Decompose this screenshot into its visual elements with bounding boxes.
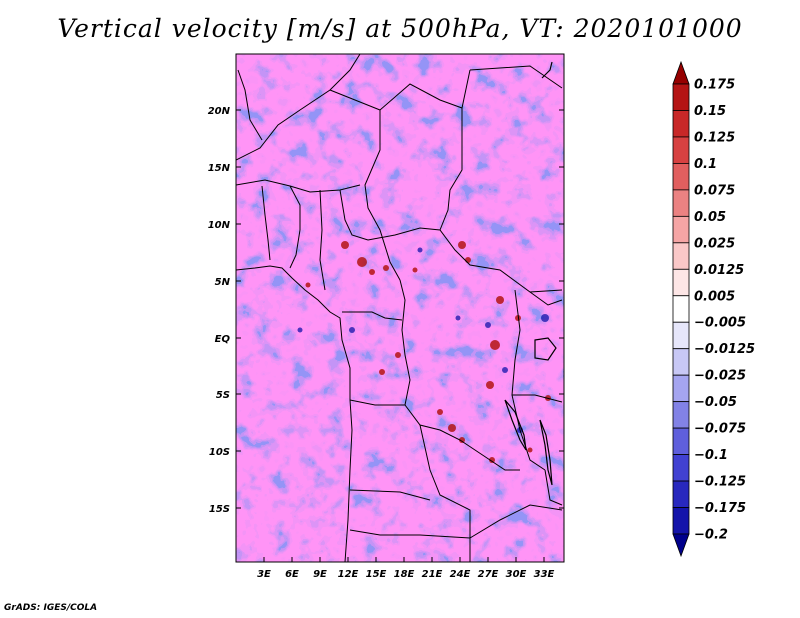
colorbar-segment — [672, 348, 690, 376]
colorbar-label: 0.005 — [694, 289, 735, 304]
colorbar-segment — [672, 215, 690, 244]
colorbar-label: −0.075 — [694, 422, 746, 437]
colorbar-label: 0.025 — [694, 236, 735, 251]
lat-label: 10S — [209, 447, 230, 458]
lon-label: 27E — [478, 569, 499, 580]
colorbar-label: 0.05 — [694, 210, 726, 225]
latitude-axis — [236, 109, 564, 509]
lat-label: 10N — [208, 220, 231, 231]
longitude-labels: 3E 6E 9E 12E 15E 18E 21E 24E 27E 30E 33E — [257, 569, 554, 580]
lat-label: 15S — [209, 504, 230, 515]
map-frame — [235, 53, 565, 563]
latitude-labels: 20N 15N 10N 5N EQ 5S 10S 15S — [208, 106, 231, 515]
lakes — [504, 61, 557, 486]
lat-label: EQ — [215, 334, 231, 345]
lon-label: 33E — [534, 569, 555, 580]
colorbar-label: −0.005 — [694, 316, 746, 331]
credit-text: GrADS: IGES/COLA — [4, 603, 98, 613]
lat-label: 15N — [208, 163, 231, 174]
lat-label: 20N — [208, 106, 231, 117]
colorbar-label: 0.1 — [694, 157, 717, 172]
colorbar-segment — [672, 60, 690, 85]
lon-label: 9E — [313, 569, 327, 580]
lon-label: 3E — [257, 569, 271, 580]
colorbar-segment — [672, 242, 690, 270]
colorbar-segment — [672, 83, 690, 111]
colorbar-label: −0.05 — [694, 395, 737, 410]
colorbar-label: 0.175 — [694, 78, 735, 93]
lon-label: 30E — [506, 569, 527, 580]
colorbar-segment — [672, 374, 690, 403]
colorbar-segment — [672, 268, 690, 297]
colorbar-label: −0.125 — [694, 475, 746, 490]
colorbar-segment — [672, 295, 690, 323]
velocity-field — [236, 54, 564, 562]
colorbar-label: 0.075 — [694, 183, 735, 198]
colorbar-label: −0.1 — [694, 448, 728, 463]
lon-label: 18E — [394, 569, 415, 580]
colorbar-label: −0.175 — [694, 501, 746, 516]
lat-label: 5S — [216, 390, 230, 401]
colorbar-segment — [672, 533, 690, 558]
colorbar-segment — [672, 401, 690, 429]
longitude-axis — [263, 557, 545, 562]
colorbar-segment — [672, 454, 690, 482]
colorbar-segment — [672, 110, 690, 138]
lon-label: 12E — [338, 569, 359, 580]
colorbar-segment — [672, 427, 690, 455]
colorbar-segment — [672, 189, 690, 217]
lon-label: 15E — [366, 569, 387, 580]
colorbar-label: −0.025 — [694, 369, 746, 384]
colorbar-segment — [672, 136, 690, 164]
lon-label: 6E — [285, 569, 299, 580]
map-title: Vertical velocity [m/s] at 500hPa, VT: 2… — [57, 14, 743, 43]
lat-label: 5N — [215, 277, 231, 288]
colorbar: 0.175 0.15 0.125 0.1 0.075 0.05 0.025 0.0125 0.0… — [672, 60, 755, 558]
colorbar-label: −0.0125 — [694, 342, 755, 357]
colorbar-segment — [672, 480, 690, 508]
colorbar-segment — [672, 321, 690, 350]
country-borders — [236, 54, 563, 562]
colorbar-label: −0.2 — [694, 528, 728, 543]
lon-label: 24E — [450, 569, 471, 580]
colorbar-label: 0.125 — [694, 130, 735, 145]
colorbar-label: 0.15 — [694, 104, 726, 119]
colorbar-label: 0.0125 — [694, 263, 744, 278]
colorbar-segment — [672, 507, 690, 535]
lon-label: 21E — [422, 569, 443, 580]
colorbar-segment — [672, 163, 690, 191]
